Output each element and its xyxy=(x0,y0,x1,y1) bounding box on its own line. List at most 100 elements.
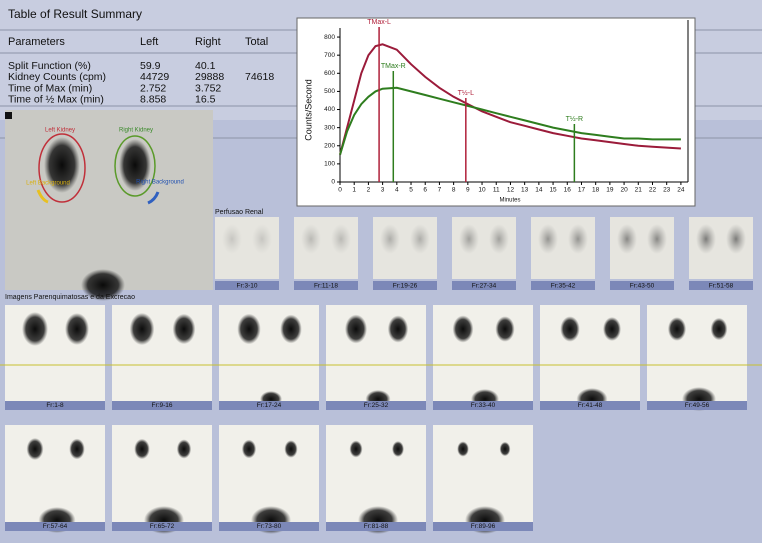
x-tick-label: 15 xyxy=(549,187,557,194)
frame-label: Fr:17-24 xyxy=(257,402,282,409)
kidney-shadow xyxy=(410,224,430,254)
frame-label: Fr:9-16 xyxy=(152,402,173,409)
series-line xyxy=(339,86,681,156)
y-tick-label: 400 xyxy=(324,106,335,113)
kidney-blob xyxy=(667,317,687,341)
kidney-shadow xyxy=(459,224,479,254)
frame-label: Fr:43-50 xyxy=(630,283,655,290)
frame-label: Fr:11-18 xyxy=(314,283,338,290)
section-title: Imagens Parenquimatosas e da Excrecao xyxy=(5,294,135,301)
table-header: Left xyxy=(140,36,158,48)
kidney-shadow xyxy=(538,224,558,254)
kidney-blob xyxy=(495,316,515,342)
frame-label-bar xyxy=(452,281,516,290)
table-cell: 59.9 xyxy=(140,60,161,72)
x-tick-label: 20 xyxy=(620,187,628,194)
kidney-blob xyxy=(237,313,261,345)
x-tick-label: 4 xyxy=(395,187,399,194)
marker-label: T½-L xyxy=(458,89,474,97)
kidney-blob xyxy=(176,439,192,459)
kidney-blob xyxy=(129,312,155,346)
x-tick-label: 2 xyxy=(367,187,371,194)
frame-label: Fr:41-48 xyxy=(578,402,603,409)
y-axis-label: Counts/Second xyxy=(303,79,313,141)
frame-label-bar xyxy=(433,522,533,531)
frame-label-bar xyxy=(326,401,426,410)
kidney-shadow xyxy=(252,224,272,254)
frame-label: Fr:51-58 xyxy=(709,283,734,290)
kidney-shadow xyxy=(617,224,637,254)
x-tick-label: 8 xyxy=(452,187,456,194)
kidney-blob xyxy=(499,441,511,457)
x-tick-label: 13 xyxy=(521,187,529,194)
frame-label: Fr:57-64 xyxy=(43,523,68,530)
y-tick-label: 0 xyxy=(331,179,335,186)
marker-label: TMax-L xyxy=(367,19,391,26)
x-axis-label: Minutes xyxy=(499,198,520,204)
y-tick-label: 700 xyxy=(324,52,335,59)
kidney-blob xyxy=(560,316,580,342)
row-label: Time of Max (min) xyxy=(8,82,92,94)
image-panels: Fr:3-10 Fr:11-18 Fr:19-26 Fr:27-34 Fr:35-42 F… xyxy=(0,217,762,534)
right-kidney-image xyxy=(119,139,151,191)
kidney-blob xyxy=(344,314,368,344)
x-tick-label: 0 xyxy=(338,187,342,194)
kidney-blob xyxy=(710,317,728,341)
kidney-blob xyxy=(280,314,302,344)
frame-label-bar xyxy=(433,401,533,410)
chart-box xyxy=(296,17,696,207)
kidney-blob xyxy=(172,313,196,345)
table-cell: 8.858 xyxy=(140,94,166,106)
frame-label-bar xyxy=(647,401,747,410)
frame-label: Fr:89-96 xyxy=(471,523,496,530)
summary-table: Parameters Left Right Total Split Function (… xyxy=(8,36,274,106)
table-cell: 29888 xyxy=(195,71,224,83)
x-tick-label: 9 xyxy=(466,187,470,194)
frame-label-bar xyxy=(112,401,212,410)
frame-label: Fr:65-72 xyxy=(150,523,175,530)
kidney-blob xyxy=(69,438,85,460)
roi-label: Left Kidney xyxy=(45,128,75,134)
frame-label: Fr:3-10 xyxy=(237,283,258,290)
kidney-blob xyxy=(387,315,409,343)
frame-label-bar xyxy=(5,522,105,531)
kidney-blob xyxy=(349,440,363,458)
kidney-shadow xyxy=(568,224,588,254)
roi-label: Right Background xyxy=(136,180,184,186)
frame-label-bar xyxy=(5,401,105,410)
kidney-blob xyxy=(65,313,89,345)
x-tick-label: 12 xyxy=(507,187,515,194)
kidney-blob xyxy=(22,312,48,346)
section-title: Perfusao Renal xyxy=(215,209,264,216)
table-cell: 40.1 xyxy=(195,60,216,72)
frame-label-bar xyxy=(215,281,279,290)
kidney-shadow xyxy=(647,224,667,254)
table-cell: 16.5 xyxy=(195,94,216,106)
frame-label: Fr:19-26 xyxy=(393,283,418,290)
kidney-blob xyxy=(134,438,150,460)
kidney-shadow xyxy=(301,224,321,254)
y-tick-label: 600 xyxy=(324,70,335,77)
table-cell: 74618 xyxy=(245,71,274,83)
frame-label: Fr:27-34 xyxy=(472,283,497,290)
roi-label: Right Kidney xyxy=(119,128,153,134)
kidney-blob xyxy=(392,441,404,457)
frame-label-bar xyxy=(689,281,753,290)
marker-label: TMax-R xyxy=(381,63,406,70)
frame-label: Fr:49-56 xyxy=(685,402,710,409)
kidney-shadow xyxy=(726,224,746,254)
marker-label: T½-R xyxy=(566,115,584,123)
x-tick-label: 5 xyxy=(409,187,413,194)
x-tick-label: 7 xyxy=(438,187,442,194)
table-cell: 2.752 xyxy=(140,82,166,94)
frame-label-bar xyxy=(219,401,319,410)
y-tick-label: 300 xyxy=(324,124,335,131)
frame-label: Fr:35-42 xyxy=(551,283,576,290)
row-label: Time of ½ Max (min) xyxy=(8,94,104,106)
kidney-shadow xyxy=(696,224,716,254)
excretion-frame xyxy=(112,305,212,409)
roi-image xyxy=(5,110,213,290)
frame-label: Fr:33-40 xyxy=(471,402,496,409)
row-label: Split Function (%) xyxy=(8,60,91,72)
